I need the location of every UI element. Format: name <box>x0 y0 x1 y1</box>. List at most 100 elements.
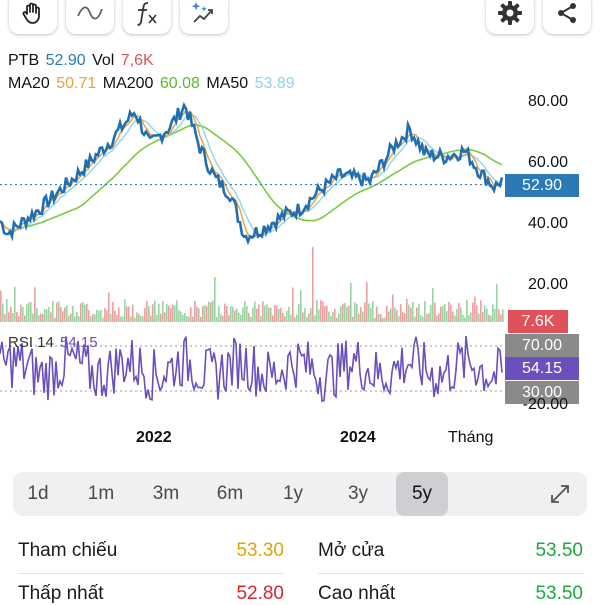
expand-button[interactable] <box>545 472 575 516</box>
price-chart[interactable]: PTB 52.90 Vol 7,6K MA20 50.71 MA200 60.0… <box>0 44 600 464</box>
function-button[interactable] <box>123 0 171 34</box>
volume-bar <box>268 307 270 322</box>
volume-bar <box>150 315 152 322</box>
legend-ma50-value: 53.89 <box>254 75 295 92</box>
volume-bar <box>336 317 338 322</box>
legend-symbol: PTB <box>8 52 40 69</box>
volume-bar <box>40 313 42 322</box>
rsi-label: RSI 14 <box>8 334 54 351</box>
volume-bar <box>350 282 352 322</box>
volume-bar <box>394 307 396 322</box>
indicator-button[interactable] <box>180 0 228 34</box>
volume-bar <box>272 315 274 322</box>
settings-button[interactable] <box>486 0 534 34</box>
volume-bar <box>446 311 448 322</box>
volume-bar <box>60 306 62 322</box>
volume-bar <box>410 307 412 322</box>
volume-bar <box>386 306 388 322</box>
period-3m[interactable]: 3m <box>152 483 180 504</box>
volume-bar <box>412 302 414 322</box>
line-draw-button[interactable] <box>66 0 114 34</box>
price-tick-80: 80.00 <box>527 93 568 110</box>
legend-ma20-label: MA20 <box>8 75 50 92</box>
period-3y[interactable]: 3y <box>347 483 369 504</box>
volume-bar <box>316 299 318 322</box>
volume-bar <box>212 300 214 322</box>
volume-bar <box>108 292 110 322</box>
volume-bar <box>376 306 378 322</box>
x-unit-label: Tháng <box>448 429 494 446</box>
volume-bar <box>436 315 438 322</box>
period-1m[interactable]: 1m <box>87 483 115 504</box>
period-selector: 1d 1m 3m 6m 1y 3y 5y <box>13 472 587 516</box>
volume-bar <box>354 302 356 322</box>
volume-bar <box>136 312 138 322</box>
volume-bar <box>168 305 170 322</box>
function-icon <box>137 2 157 26</box>
volume-bar <box>462 314 464 322</box>
volume-bar <box>258 304 260 322</box>
volume-bar <box>286 310 288 322</box>
volume-bar <box>56 302 58 322</box>
volume-bar <box>204 305 206 322</box>
share-button[interactable] <box>543 0 591 34</box>
volume-bar <box>438 313 440 322</box>
rsi-legend-value: 54.15 <box>60 334 98 351</box>
volume-bar <box>408 304 410 322</box>
volume-bar <box>366 282 368 322</box>
legend-ma200-value: 60.08 <box>159 75 200 92</box>
volume-bar <box>490 315 492 322</box>
volume-bar <box>6 299 8 322</box>
volume-bar <box>322 301 324 322</box>
period-1d[interactable]: 1d <box>27 483 49 504</box>
volume-bar <box>142 316 144 322</box>
volume-bar <box>466 300 468 322</box>
volume-bar <box>430 304 432 322</box>
volume-bar <box>320 300 322 322</box>
volume-bar <box>454 315 456 322</box>
volume-bar <box>456 309 458 322</box>
ma200-line <box>0 123 503 232</box>
volume-bar <box>422 316 424 322</box>
volume-bar <box>266 304 268 322</box>
volume-bar <box>2 303 4 322</box>
rsi-line <box>0 335 503 403</box>
gear-icon <box>498 1 522 25</box>
volume-bar <box>70 313 72 322</box>
ma50-line <box>0 113 503 237</box>
volume-bar <box>500 314 502 322</box>
volume-bar <box>174 305 176 322</box>
volume-bar <box>88 310 90 322</box>
period-6m[interactable]: 6m <box>216 483 244 504</box>
volume-tag: 7.6K <box>508 310 568 333</box>
volume-bar <box>234 310 236 322</box>
volume-bar <box>30 302 32 322</box>
volume-bar <box>308 313 310 322</box>
volume-bar <box>194 300 196 322</box>
volume-bar <box>288 306 290 322</box>
volume-bar <box>400 304 402 322</box>
volume-bar <box>486 308 488 322</box>
chart-canvas[interactable] <box>0 44 600 464</box>
volume-bar <box>248 312 250 322</box>
volume-bar <box>492 304 494 322</box>
volume-bar <box>260 316 262 322</box>
period-5y[interactable]: 5y <box>396 472 448 516</box>
legend-row-1: PTB 52.90 Vol 7,6K <box>8 52 156 70</box>
volume-bar <box>406 298 408 322</box>
volume-bar <box>340 306 342 322</box>
volume-bar <box>110 313 112 322</box>
volume-bar <box>182 315 184 322</box>
volume-bar <box>468 315 470 322</box>
volume-bar <box>236 308 238 322</box>
volume-bar <box>86 303 88 322</box>
open-label: Mở cửa <box>318 540 385 561</box>
volume-bar <box>338 313 340 322</box>
period-1y[interactable]: 1y <box>282 483 304 504</box>
volume-bar <box>494 308 496 322</box>
hand-tool-button[interactable] <box>9 0 57 34</box>
volume-bar <box>38 315 40 322</box>
volume-bar <box>166 304 168 322</box>
volume-bar <box>74 316 76 322</box>
volume-bar <box>20 304 22 322</box>
